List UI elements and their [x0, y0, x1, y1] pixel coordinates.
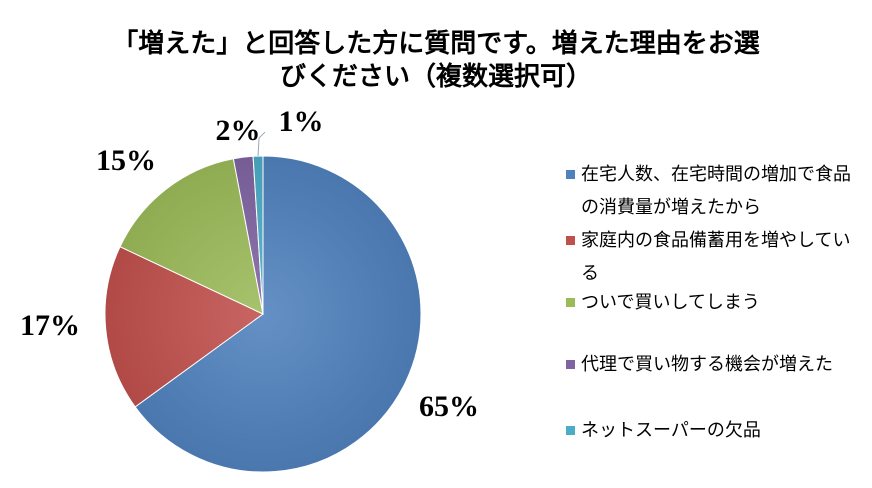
- legend-item-impulse-buying: ついで買いしてしまう: [566, 286, 866, 319]
- pie-slice-stockpile: [104, 246, 264, 408]
- chart-title-line-1: 「増えた」と回答した方に質問です。増えた理由をお選: [112, 29, 760, 59]
- legend-label-stockpile: 家庭内の食品備蓄用を増やしている: [581, 230, 851, 284]
- legend-swatch-impulse-buying: [566, 298, 575, 307]
- data-label-impulse-buying: 15%: [96, 144, 156, 177]
- legend-label-proxy-shopping: 代理で買い物する機会が増えた: [581, 354, 833, 375]
- pie-slice-net-supermarket: [252, 155, 264, 315]
- legend-swatch-proxy-shopping: [566, 360, 575, 369]
- legend-swatch-stockpile: [566, 236, 575, 245]
- legend-item-home-consumption: 在宅人数、在宅時間の増加で食品の消費量が増えたから: [566, 158, 866, 224]
- data-label-net-supermarket: 1%: [279, 105, 324, 138]
- pie-slice-home-consumption: [134, 155, 422, 473]
- legend-item-stockpile: 家庭内の食品備蓄用を増やしている: [566, 224, 866, 290]
- legend-item-net-supermarket: ネットスーパーの欠品: [566, 414, 866, 447]
- data-label-proxy-shopping: 2%: [216, 114, 261, 147]
- data-label-home-consumption: 65%: [419, 390, 479, 423]
- legend-swatch-net-supermarket: [566, 426, 575, 435]
- chart-title-line-2: びください（複数選択可）: [279, 62, 592, 92]
- pie-slice-impulse-buying: [119, 158, 264, 315]
- chart-title: 「増えた」と回答した方に質問です。増えた理由をお選 びください（複数選択可）: [0, 28, 872, 94]
- legend-label-home-consumption: 在宅人数、在宅時間の増加で食品の消費量が増えたから: [581, 164, 851, 218]
- legend-swatch-home-consumption: [566, 170, 575, 179]
- legend-label-net-supermarket: ネットスーパーの欠品: [581, 420, 761, 441]
- legend-label-impulse-buying: ついで買いしてしまう: [581, 292, 760, 313]
- data-label-stockpile: 17%: [20, 309, 80, 342]
- leader-line-net-supermarket: [257, 131, 266, 157]
- legend-item-proxy-shopping: 代理で買い物する機会が増えた: [566, 348, 866, 381]
